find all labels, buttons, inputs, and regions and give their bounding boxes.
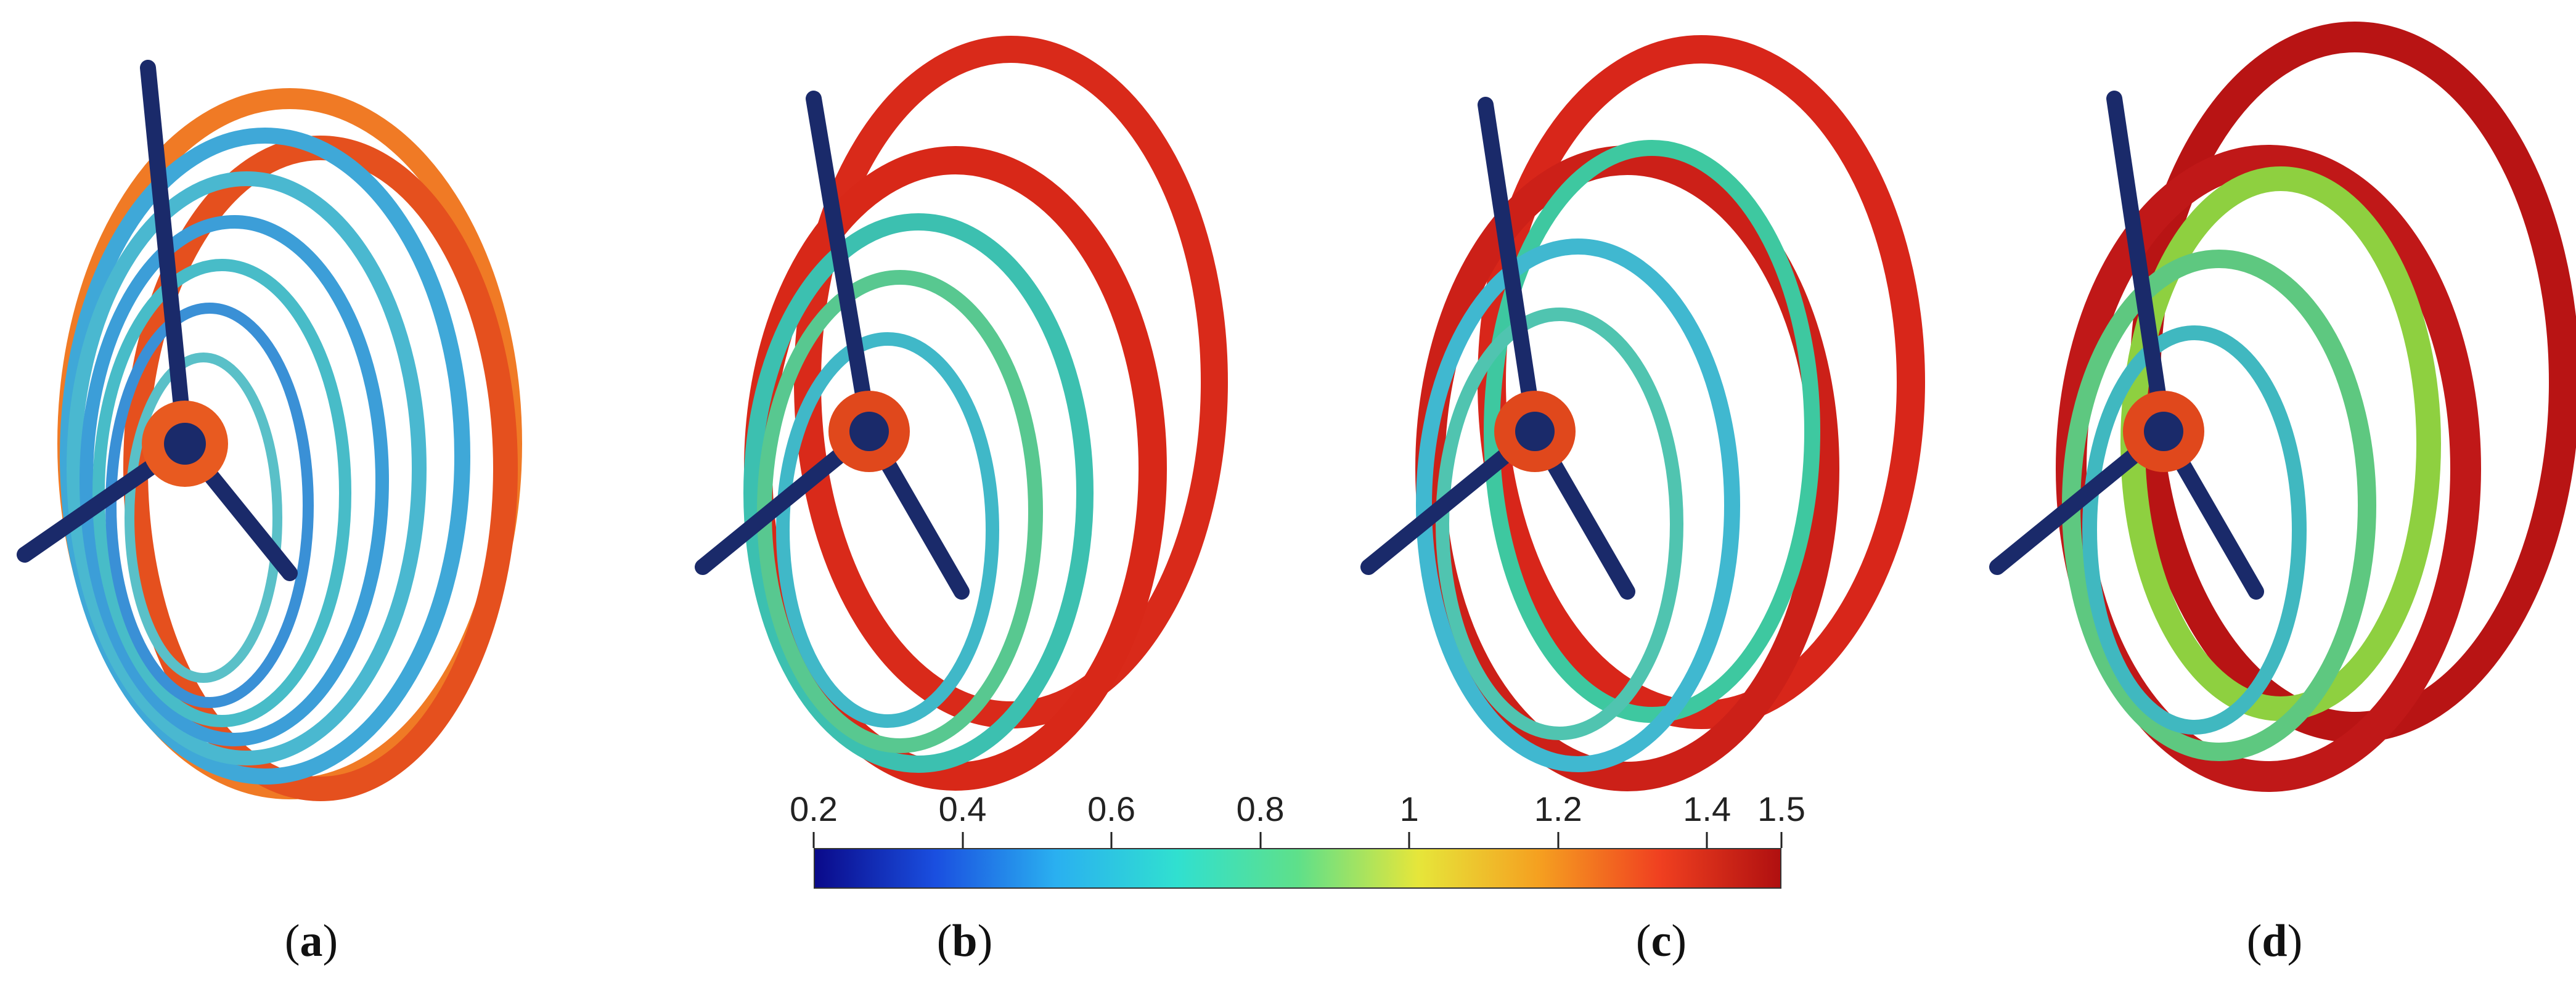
colorbar-tick-mark [1110,832,1113,848]
caption-b: (b) [936,916,993,966]
caption-d: (d) [2246,916,2303,966]
colorbar-ticks: 0.2 0.4 0.6 0.8 1 1.2 1.4 1.5 [790,789,1805,848]
vortex-rings [743,36,1228,791]
colorbar-tick-mark [1408,832,1410,848]
colorbar-tick-mark [1780,832,1783,848]
colorbar-tick-mark [812,832,815,848]
colorbar: 0.2 0.4 0.6 0.8 1 1.2 1.4 1.5 [790,789,1805,894]
colorbar-tick-label: 1.5 [1757,789,1805,828]
caption-c: (c) [1635,916,1687,966]
colorbar-tick-mark [1557,832,1560,848]
colorbar-tick-mark [1706,832,1708,848]
hub-core [1515,412,1555,451]
vortex-rings [1415,35,1925,791]
colorbar-gradient [814,848,1781,889]
panel-d-vortex-render [1960,0,2576,850]
panel-a-image [17,60,522,801]
colorbar-tick-mark [962,832,964,848]
colorbar-tick-label: 0.8 [1236,789,1285,828]
colorbar-tick-label: 1.4 [1683,789,1732,828]
colorbar-tick-mark [1259,832,1262,848]
hub-core [164,423,206,465]
vortex-rings [57,88,522,801]
panel-c-vortex-render [1331,0,1948,850]
panel-c-image [1360,35,1925,791]
caption-a: (a) [284,916,338,966]
panel-d-image [1989,22,2576,792]
panel-b-vortex-render [666,0,1282,850]
colorbar-tick-label: 1.2 [1534,789,1582,828]
colorbar-tick-label: 1 [1399,789,1419,828]
colorbar-tick-label: 0.6 [1087,789,1135,828]
hub-core [849,412,889,451]
hub-core [2144,412,2183,451]
colorbar-tick-label: 0.4 [938,789,987,828]
panel-a-vortex-render [0,0,616,850]
colorbar-tick-label: 0.2 [790,789,838,828]
panel-b-image [695,36,1228,791]
